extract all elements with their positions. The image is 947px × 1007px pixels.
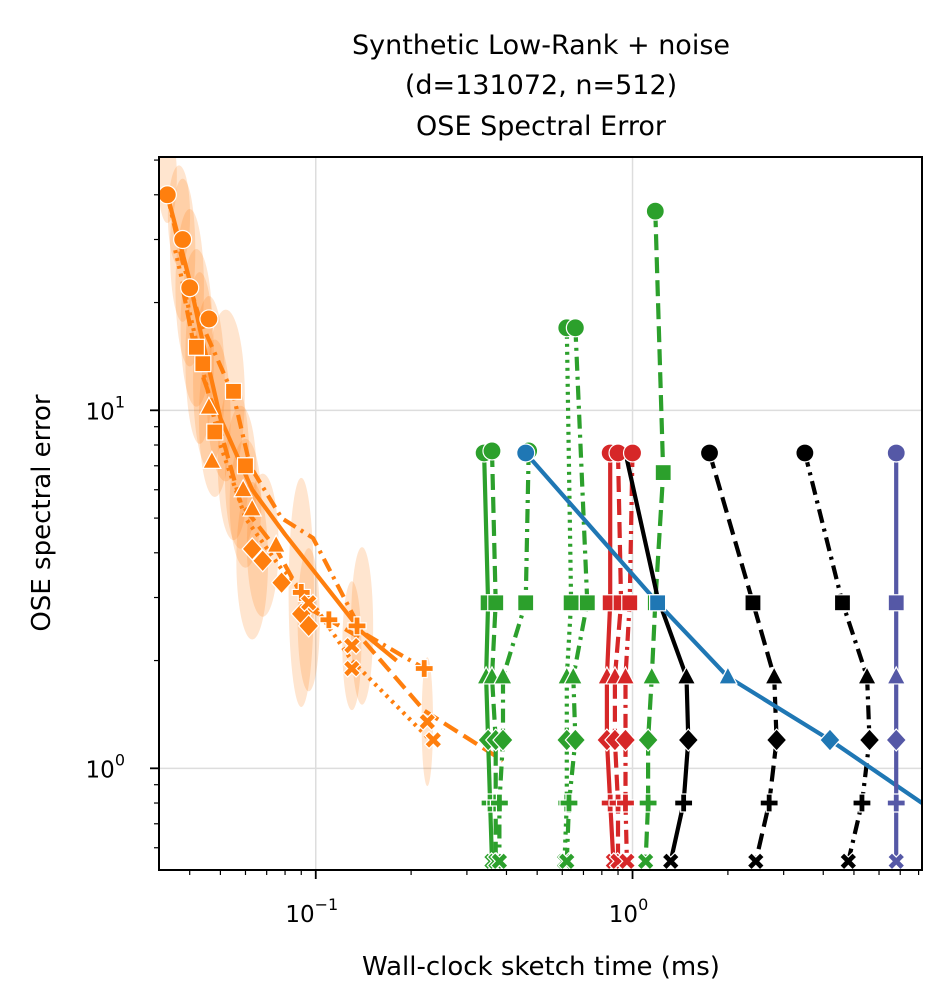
triangle-marker: [201, 450, 222, 469]
diamond-marker: [819, 728, 841, 752]
square-marker: [654, 463, 672, 482]
chart-title-line-3: OSE Spectral Error: [416, 111, 667, 142]
series-line-black-dashdot: [802, 452, 872, 862]
x-marker: [417, 712, 437, 731]
x-marker-shape: [342, 659, 362, 678]
x-marker: [299, 593, 319, 613]
plus-marker: [852, 793, 872, 813]
diamond-marker: [251, 548, 274, 573]
x-marker-shape: [417, 712, 437, 731]
plus-marker: [674, 793, 694, 813]
plus-marker: [319, 610, 339, 630]
square-marker: [578, 594, 596, 612]
diamond-marker: [677, 728, 700, 752]
x-tick-exponent: −1: [315, 895, 339, 914]
x-tick-exponent: 0: [638, 895, 648, 914]
series-line-black-solid: [623, 452, 691, 862]
diamond-marker: [564, 728, 587, 752]
triangle-marker: [886, 665, 907, 685]
square-marker: [194, 355, 212, 373]
y-tick-exponent: 0: [115, 750, 125, 769]
triangle-marker: [198, 395, 219, 415]
plot-frame: [158, 156, 923, 871]
plus-marker: [759, 793, 779, 813]
triangle-marker: [857, 665, 878, 685]
triangle-marker: [492, 665, 513, 685]
circle-marker: [565, 318, 585, 338]
circle-marker: [622, 443, 643, 463]
circle-marker: [699, 443, 720, 463]
square-marker: [621, 594, 639, 612]
triangle-marker: [676, 665, 697, 685]
chart-title-line-1: Synthetic Low-Rank + noise: [352, 30, 730, 61]
series-line-green-dashed-a: [489, 450, 498, 862]
series-line-red-dashed: [612, 452, 624, 862]
square-marker: [517, 594, 535, 612]
circle-marker: [795, 443, 815, 463]
uncertainty-ellipse: [198, 339, 231, 498]
square-marker: [206, 423, 224, 441]
triangle-marker: [764, 665, 785, 685]
diamond-marker: [297, 613, 320, 638]
diamond-marker: [858, 728, 881, 752]
square-marker: [744, 594, 762, 612]
plus-marker: [638, 793, 658, 813]
circle-marker: [173, 229, 193, 250]
series-line-red-solid: [604, 453, 616, 862]
square-marker: [833, 594, 852, 612]
x-marker-shape: [342, 636, 362, 656]
plus-marker: [886, 793, 906, 813]
series-line-red-dashdot: [623, 452, 635, 862]
triangle-marker: [641, 665, 662, 685]
x-marker: [342, 636, 362, 656]
diamond-marker: [270, 570, 293, 595]
x-marker-shape: [299, 593, 319, 613]
diamond-marker: [637, 728, 659, 752]
plus-marker: [347, 616, 367, 636]
square-marker: [487, 594, 505, 612]
series-line-green-dashdot-b: [564, 327, 590, 862]
square-marker: [187, 338, 206, 356]
x-marker-shape: [423, 730, 443, 750]
triangle-marker: [266, 533, 287, 553]
circle-marker: [645, 201, 665, 221]
square-marker: [562, 594, 580, 612]
diamond-marker: [765, 728, 788, 752]
plus-marker: [615, 793, 636, 813]
grid-lines: [159, 157, 922, 870]
x-marker: [342, 659, 362, 678]
y-tick-exponent: 1: [115, 392, 125, 411]
triangle-marker: [615, 665, 636, 685]
square-marker: [224, 382, 243, 400]
circle-marker: [180, 278, 200, 298]
diamond-marker: [614, 728, 637, 752]
y-axis-label: OSE spectral error: [27, 394, 57, 632]
square-marker: [236, 457, 255, 475]
x-marker: [423, 730, 443, 750]
chart-title-line-2: (d=131072, n=512): [405, 70, 677, 101]
circle-marker: [516, 443, 536, 463]
series-line-green-dashdot-a: [497, 450, 531, 862]
plus-marker: [559, 793, 579, 813]
plus-marker: [414, 658, 434, 679]
square-marker: [887, 594, 905, 612]
x-axis-label: Wall-clock sketch time (ms): [362, 952, 720, 982]
plus-marker: [489, 793, 510, 813]
circle-marker: [199, 309, 219, 329]
triangle-marker: [233, 478, 254, 498]
triangle-marker: [563, 665, 584, 685]
circle-marker: [886, 443, 906, 463]
diamond-marker: [241, 537, 264, 561]
triangle-marker: [242, 497, 263, 517]
triangle-marker: [717, 665, 738, 685]
series-line-green-solid: [482, 452, 495, 862]
diamond-marker: [885, 728, 908, 752]
series-markers: [159, 185, 908, 870]
square-marker: [649, 594, 667, 612]
diamond-marker: [492, 728, 514, 752]
circle-marker: [159, 185, 177, 205]
circle-marker: [482, 441, 502, 461]
